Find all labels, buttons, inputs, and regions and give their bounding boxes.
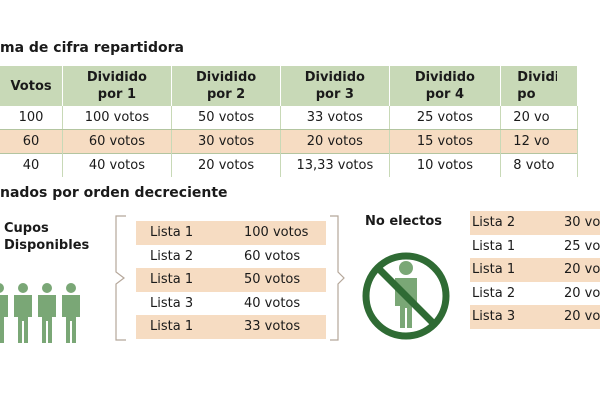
cifra-repartidora-table: Votos Dividido por 1 Dividido por 2 Divi… xyxy=(0,66,578,177)
list-votes: 20 vo xyxy=(564,262,600,277)
column-header-dividido-4: Dividido por 4 xyxy=(389,66,502,106)
column-header-dividido-3: Dividido por 3 xyxy=(280,66,390,106)
table-cell: 10 votos xyxy=(389,153,502,177)
list-name: Lista 1 xyxy=(150,225,194,240)
cupos-disponibles-label: Cupos Disponibles xyxy=(4,220,89,254)
list-name: Lista 2 xyxy=(150,248,194,264)
section-title-orden-decreciente: nados por orden decreciente xyxy=(0,185,228,201)
no-electos-title: No electos xyxy=(365,214,443,229)
person-icon xyxy=(14,283,32,343)
list-votes: 33 votos xyxy=(244,319,301,334)
no-person-prohibited-icon xyxy=(362,252,450,340)
list-votes: 60 votos xyxy=(244,248,301,264)
table-cell: 60 votos xyxy=(62,129,173,154)
person-icon xyxy=(38,283,56,343)
table-cell: 100 votos xyxy=(62,106,173,130)
list-item: Lista 2 60 votos xyxy=(136,245,326,269)
table-cell: 50 votos xyxy=(171,106,282,130)
list-name: Lista 2 xyxy=(472,215,516,230)
table-cell: 25 votos xyxy=(389,106,502,130)
table-cell: 60 xyxy=(0,129,63,154)
column-header-dividido-3-label: Dividido por 3 xyxy=(304,70,365,102)
left-bracket-icon xyxy=(115,215,126,341)
list-name: Lista 1 xyxy=(150,319,194,334)
table-cell: 12 vo xyxy=(500,129,578,154)
table-row: 2 60 60 votos 30 votos 20 votos 15 votos… xyxy=(0,129,578,154)
person-icon xyxy=(0,283,8,343)
list-name: Lista 1 xyxy=(472,238,516,254)
column-header-votos: Votos xyxy=(0,66,63,106)
section-title-cifra-repartidora: ma de cifra repartidora xyxy=(0,40,184,56)
list-name: Lista 1 xyxy=(150,272,194,287)
table-row: 3 40 40 votos 20 votos 13,33 votos 10 vo… xyxy=(0,153,578,177)
list-name: Lista 1 xyxy=(472,262,516,277)
list-name: Lista 2 xyxy=(472,285,516,301)
column-header-dividido-4-label: Dividido por 4 xyxy=(414,70,475,102)
table-cell: 15 votos xyxy=(389,129,502,154)
right-bracket-icon xyxy=(330,215,345,341)
list-votes: 20 vo xyxy=(564,285,600,301)
table-cell: 40 xyxy=(0,153,63,177)
cupos-label-line2: Disponibles xyxy=(4,238,90,253)
table-cell: 20 votos xyxy=(280,129,390,154)
list-item: Lista 2 20 vo xyxy=(470,282,600,306)
column-header-dividido-5: Dividido po xyxy=(500,66,578,106)
table-cell: 13,33 votos xyxy=(280,153,390,177)
list-votes: 100 votos xyxy=(244,225,309,240)
selected-lists: Lista 1 100 votos Lista 2 60 votos Lista… xyxy=(136,221,326,339)
list-item: Lista 1 50 votos xyxy=(136,268,326,292)
column-header-dividido-2: Dividido por 2 xyxy=(171,66,282,106)
list-name: Lista 3 xyxy=(472,309,516,324)
table-cell: 8 voto xyxy=(500,153,578,177)
table-cell: 20 vo xyxy=(500,106,578,130)
list-item: Lista 1 20 vo xyxy=(470,258,600,282)
list-item: Lista 3 20 vo xyxy=(470,305,600,329)
list-item: Lista 2 30 vo xyxy=(470,211,600,235)
person-icon xyxy=(62,283,80,343)
table-cell: 20 votos xyxy=(171,153,282,177)
list-item: Lista 1 33 votos xyxy=(136,315,326,339)
table-row: 1 100 100 votos 50 votos 33 votos 25 vot… xyxy=(0,106,578,130)
list-name: Lista 3 xyxy=(150,295,194,311)
cupos-label-line1: Cupos xyxy=(4,221,49,236)
column-header-dividido-1-label: Dividido por 1 xyxy=(86,70,147,102)
table-cell: 30 votos xyxy=(171,129,282,154)
table-cell: 33 votos xyxy=(280,106,390,130)
table-header-row: Votos Dividido por 1 Dividido por 2 Divi… xyxy=(0,66,578,106)
table-cell: 40 votos xyxy=(62,153,173,177)
table-cell: 100 xyxy=(0,106,63,130)
list-votes: 40 votos xyxy=(244,295,301,311)
list-votes: 30 vo xyxy=(564,215,600,230)
column-header-dividido-2-label: Dividido por 2 xyxy=(196,70,257,102)
people-icons xyxy=(0,283,80,343)
list-votes: 50 votos xyxy=(244,272,301,287)
list-item: Lista 1 25 vo xyxy=(470,235,600,259)
list-item: Lista 3 40 votos xyxy=(136,292,326,316)
list-item: Lista 1 100 votos xyxy=(136,221,326,245)
column-header-dividido-5-label: Dividido po xyxy=(517,70,558,102)
list-votes: 25 vo xyxy=(564,238,600,254)
no-electos-lists: Lista 2 30 vo Lista 1 25 vo Lista 1 20 v… xyxy=(470,211,600,329)
column-header-dividido-1: Dividido por 1 xyxy=(62,66,173,106)
list-votes: 20 vo xyxy=(564,309,600,324)
